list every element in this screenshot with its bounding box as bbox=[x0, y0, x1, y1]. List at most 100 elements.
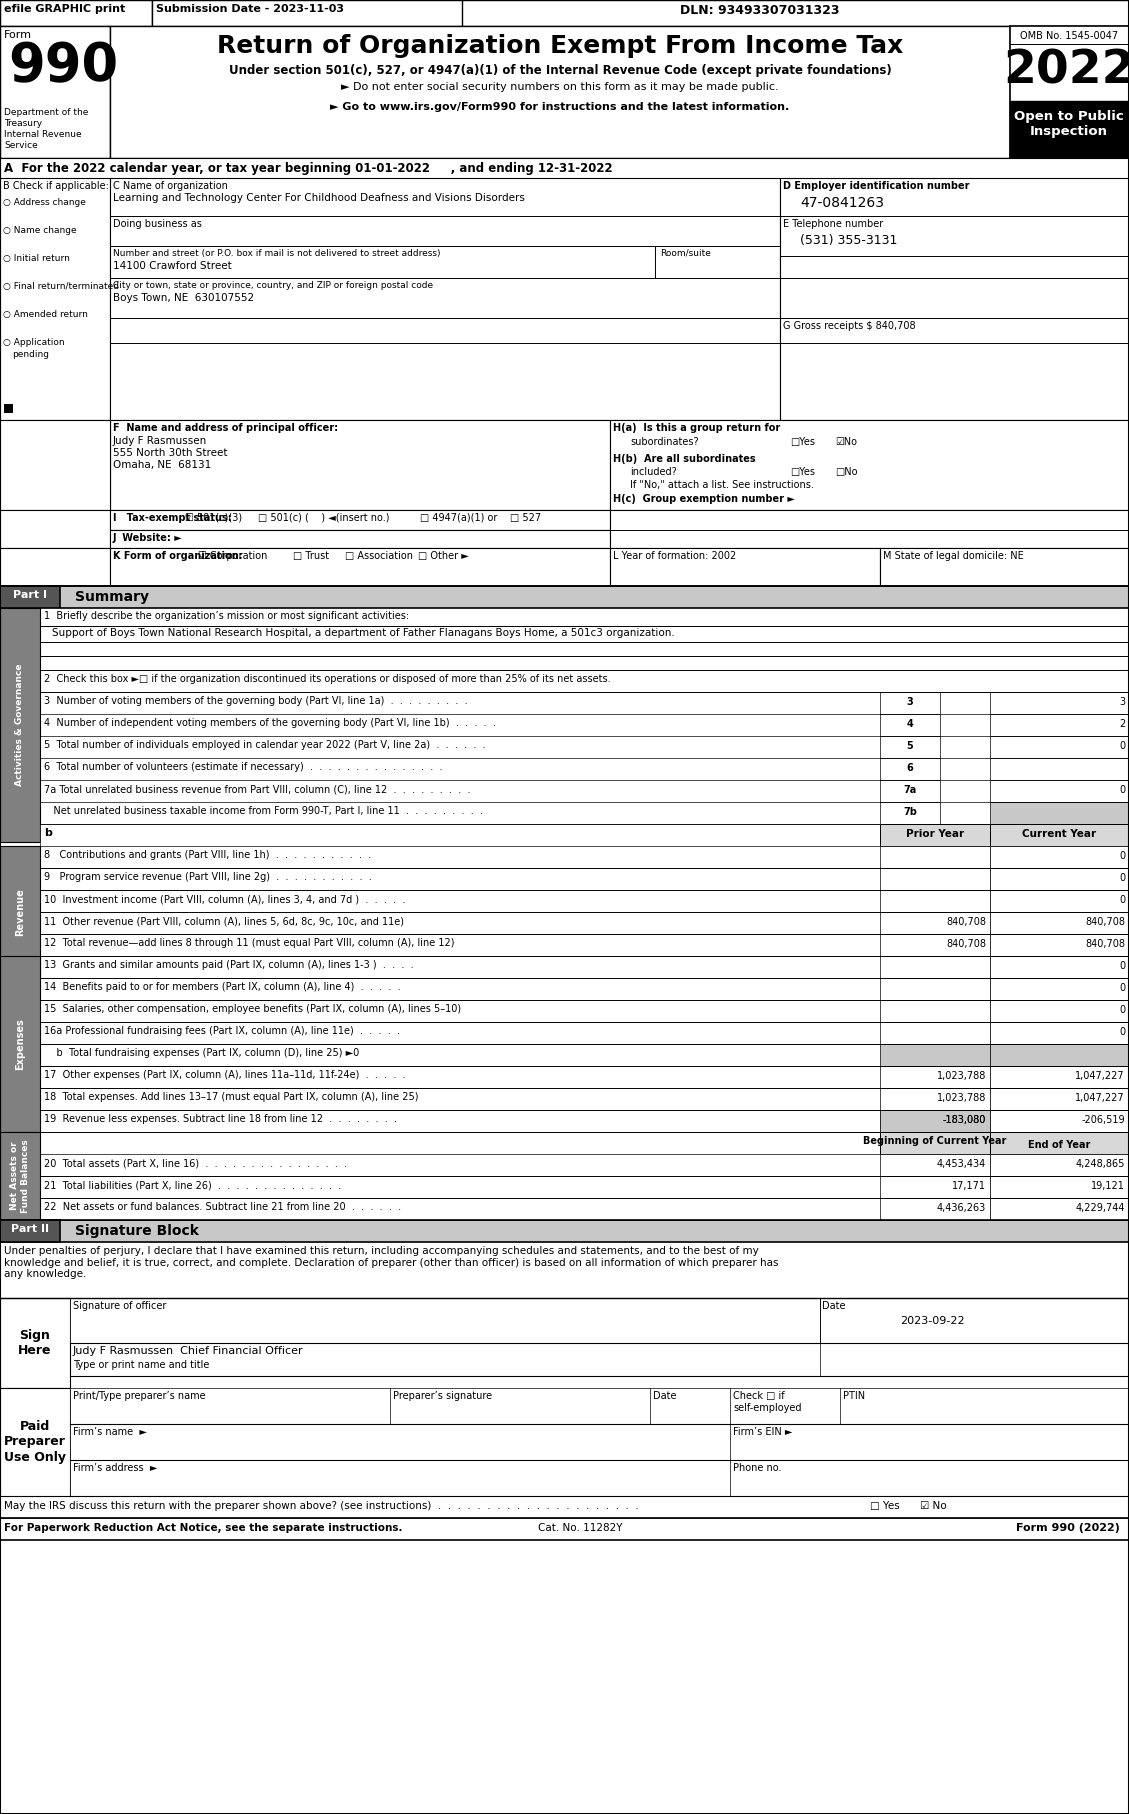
Text: Sign
Here: Sign Here bbox=[18, 1330, 52, 1357]
Text: Support of Boys Town National Research Hospital, a department of Father Flanagan: Support of Boys Town National Research H… bbox=[52, 628, 675, 639]
Bar bbox=[879, 736, 940, 758]
Text: 19,121: 19,121 bbox=[1091, 1181, 1124, 1192]
Text: self-employed: self-employed bbox=[733, 1402, 802, 1413]
Text: Service: Service bbox=[5, 141, 37, 151]
Bar bbox=[990, 802, 1129, 824]
Text: 9   Program service revenue (Part VIII, line 2g)  .  .  .  .  .  .  .  .  .  .  : 9 Program service revenue (Part VIII, li… bbox=[44, 873, 371, 882]
Text: 4  Number of independent voting members of the governing body (Part VI, line 1b): 4 Number of independent voting members o… bbox=[44, 718, 496, 727]
Bar bbox=[0, 1221, 1129, 1243]
Text: Prior Year: Prior Year bbox=[905, 829, 964, 840]
Bar bbox=[990, 978, 1129, 1000]
Text: -183,080: -183,080 bbox=[943, 1116, 986, 1125]
Text: If "No," attach a list. See instructions.: If "No," attach a list. See instructions… bbox=[630, 481, 814, 490]
Text: Revenue: Revenue bbox=[15, 889, 25, 936]
Text: included?: included? bbox=[630, 466, 676, 477]
Text: 0: 0 bbox=[1119, 1005, 1124, 1016]
Bar bbox=[990, 1197, 1129, 1221]
Bar bbox=[0, 586, 1129, 608]
Text: 4,453,434: 4,453,434 bbox=[937, 1159, 986, 1168]
Text: D Employer identification number: D Employer identification number bbox=[784, 181, 970, 190]
Text: 555 North 30th Street: 555 North 30th Street bbox=[113, 448, 228, 457]
Text: Judy F Rasmussen: Judy F Rasmussen bbox=[113, 435, 208, 446]
Bar bbox=[990, 845, 1129, 869]
Text: 0: 0 bbox=[1119, 851, 1124, 862]
Text: 2  Check this box ►□ if the organization discontinued its operations or disposed: 2 Check this box ►□ if the organization … bbox=[44, 675, 611, 684]
Bar bbox=[879, 1132, 990, 1154]
Text: Treasury: Treasury bbox=[5, 120, 42, 129]
Bar bbox=[879, 1021, 990, 1045]
Text: 17  Other expenses (Part IX, column (A), lines 11a–11d, 11f-24e)  .  .  .  .  .: 17 Other expenses (Part IX, column (A), … bbox=[44, 1070, 405, 1079]
Bar bbox=[70, 1460, 1129, 1497]
Bar bbox=[879, 1175, 990, 1197]
Text: □Yes: □Yes bbox=[790, 466, 815, 477]
Text: □ Trust: □ Trust bbox=[294, 551, 330, 561]
Text: F  Name and address of principal officer:: F Name and address of principal officer: bbox=[113, 423, 338, 434]
Text: Under penalties of perjury, I declare that I have examined this return, includin: Under penalties of perjury, I declare th… bbox=[5, 1246, 779, 1279]
Text: 8   Contributions and grants (Part VIII, line 1h)  .  .  .  .  .  .  .  .  .  . : 8 Contributions and grants (Part VIII, l… bbox=[44, 851, 371, 860]
Bar bbox=[879, 1000, 990, 1021]
Text: 1,023,788: 1,023,788 bbox=[937, 1070, 986, 1081]
Bar bbox=[990, 758, 1129, 780]
Text: 0: 0 bbox=[1119, 785, 1124, 795]
Text: H(a)  Is this a group return for: H(a) Is this a group return for bbox=[613, 423, 780, 434]
Text: Form: Form bbox=[5, 31, 32, 40]
Text: May the IRS discuss this return with the preparer shown above? (see instructions: May the IRS discuss this return with the… bbox=[5, 1500, 639, 1511]
Text: 15  Salaries, other compensation, employee benefits (Part IX, column (A), lines : 15 Salaries, other compensation, employe… bbox=[44, 1003, 461, 1014]
Text: ○ Application: ○ Application bbox=[3, 337, 64, 346]
Bar bbox=[0, 1518, 1129, 1540]
Bar bbox=[40, 824, 879, 845]
Bar bbox=[990, 824, 1129, 845]
Text: End of Year: End of Year bbox=[1027, 1139, 1091, 1150]
Text: OMB No. 1545-0047: OMB No. 1545-0047 bbox=[1019, 31, 1118, 42]
Text: -206,519: -206,519 bbox=[1082, 1116, 1124, 1125]
Text: 17,171: 17,171 bbox=[952, 1181, 986, 1192]
Bar bbox=[990, 1067, 1129, 1088]
Bar bbox=[610, 510, 1129, 548]
Bar bbox=[40, 608, 1129, 626]
Text: ○ Name change: ○ Name change bbox=[3, 227, 77, 236]
Text: Signature Block: Signature Block bbox=[75, 1224, 199, 1237]
Text: B Check if applicable:: B Check if applicable: bbox=[3, 181, 108, 190]
Text: 1  Briefly describe the organization’s mission or most significant activities:: 1 Briefly describe the organization’s mi… bbox=[44, 611, 409, 620]
Text: 6  Total number of volunteers (estimate if necessary)  .  .  .  .  .  .  .  .  .: 6 Total number of volunteers (estimate i… bbox=[44, 762, 443, 773]
Text: Return of Organization Exempt From Income Tax: Return of Organization Exempt From Incom… bbox=[217, 34, 903, 58]
Text: □ 501(c) (    ) ◄(insert no.): □ 501(c) ( ) ◄(insert no.) bbox=[259, 513, 390, 522]
Text: Phone no.: Phone no. bbox=[733, 1464, 781, 1473]
Bar bbox=[879, 1067, 990, 1088]
Text: Type or print name and title: Type or print name and title bbox=[73, 1360, 209, 1370]
Text: Omaha, NE  68131: Omaha, NE 68131 bbox=[113, 461, 211, 470]
Bar bbox=[990, 912, 1129, 934]
Text: Learning and Technology Center For Childhood Deafness and Visions Disorders: Learning and Technology Center For Child… bbox=[113, 192, 525, 203]
Text: Part II: Part II bbox=[11, 1224, 49, 1234]
Bar bbox=[0, 1388, 70, 1497]
Text: 12  Total revenue—add lines 8 through 11 (must equal Part VIII, column (A), line: 12 Total revenue—add lines 8 through 11 … bbox=[44, 938, 455, 949]
Text: 13  Grants and similar amounts paid (Part IX, column (A), lines 1-3 )  .  .  .  : 13 Grants and similar amounts paid (Part… bbox=[44, 960, 413, 970]
Text: 4,436,263: 4,436,263 bbox=[937, 1203, 986, 1214]
Bar bbox=[879, 780, 940, 802]
Text: □ 4947(a)(1) or: □ 4947(a)(1) or bbox=[420, 513, 498, 522]
Text: Judy F Rasmussen  Chief Financial Officer: Judy F Rasmussen Chief Financial Officer bbox=[73, 1346, 304, 1357]
Text: subordinates?: subordinates? bbox=[630, 437, 699, 446]
Text: E Telephone number: E Telephone number bbox=[784, 219, 883, 229]
Bar bbox=[879, 869, 990, 891]
Bar bbox=[879, 691, 940, 715]
Bar bbox=[879, 824, 990, 845]
Bar bbox=[780, 178, 1129, 421]
Text: ○ Amended return: ○ Amended return bbox=[3, 310, 88, 319]
Bar bbox=[879, 1045, 990, 1067]
Text: Beginning of Current Year: Beginning of Current Year bbox=[864, 1136, 1007, 1146]
Text: PTIN: PTIN bbox=[843, 1391, 865, 1400]
Bar bbox=[990, 1021, 1129, 1045]
Text: ☑No: ☑No bbox=[835, 437, 857, 446]
Bar bbox=[110, 25, 1010, 158]
Bar bbox=[990, 956, 1129, 978]
Text: For Paperwork Reduction Act Notice, see the separate instructions.: For Paperwork Reduction Act Notice, see … bbox=[5, 1524, 403, 1533]
Text: Date: Date bbox=[822, 1301, 846, 1312]
Text: Print/Type preparer’s name: Print/Type preparer’s name bbox=[73, 1391, 205, 1400]
Bar bbox=[70, 1388, 1129, 1424]
Text: Activities & Governance: Activities & Governance bbox=[16, 664, 25, 785]
Bar bbox=[0, 0, 1129, 25]
Text: Paid
Preparer
Use Only: Paid Preparer Use Only bbox=[5, 1420, 65, 1464]
Bar bbox=[0, 548, 110, 586]
Bar bbox=[879, 891, 990, 912]
